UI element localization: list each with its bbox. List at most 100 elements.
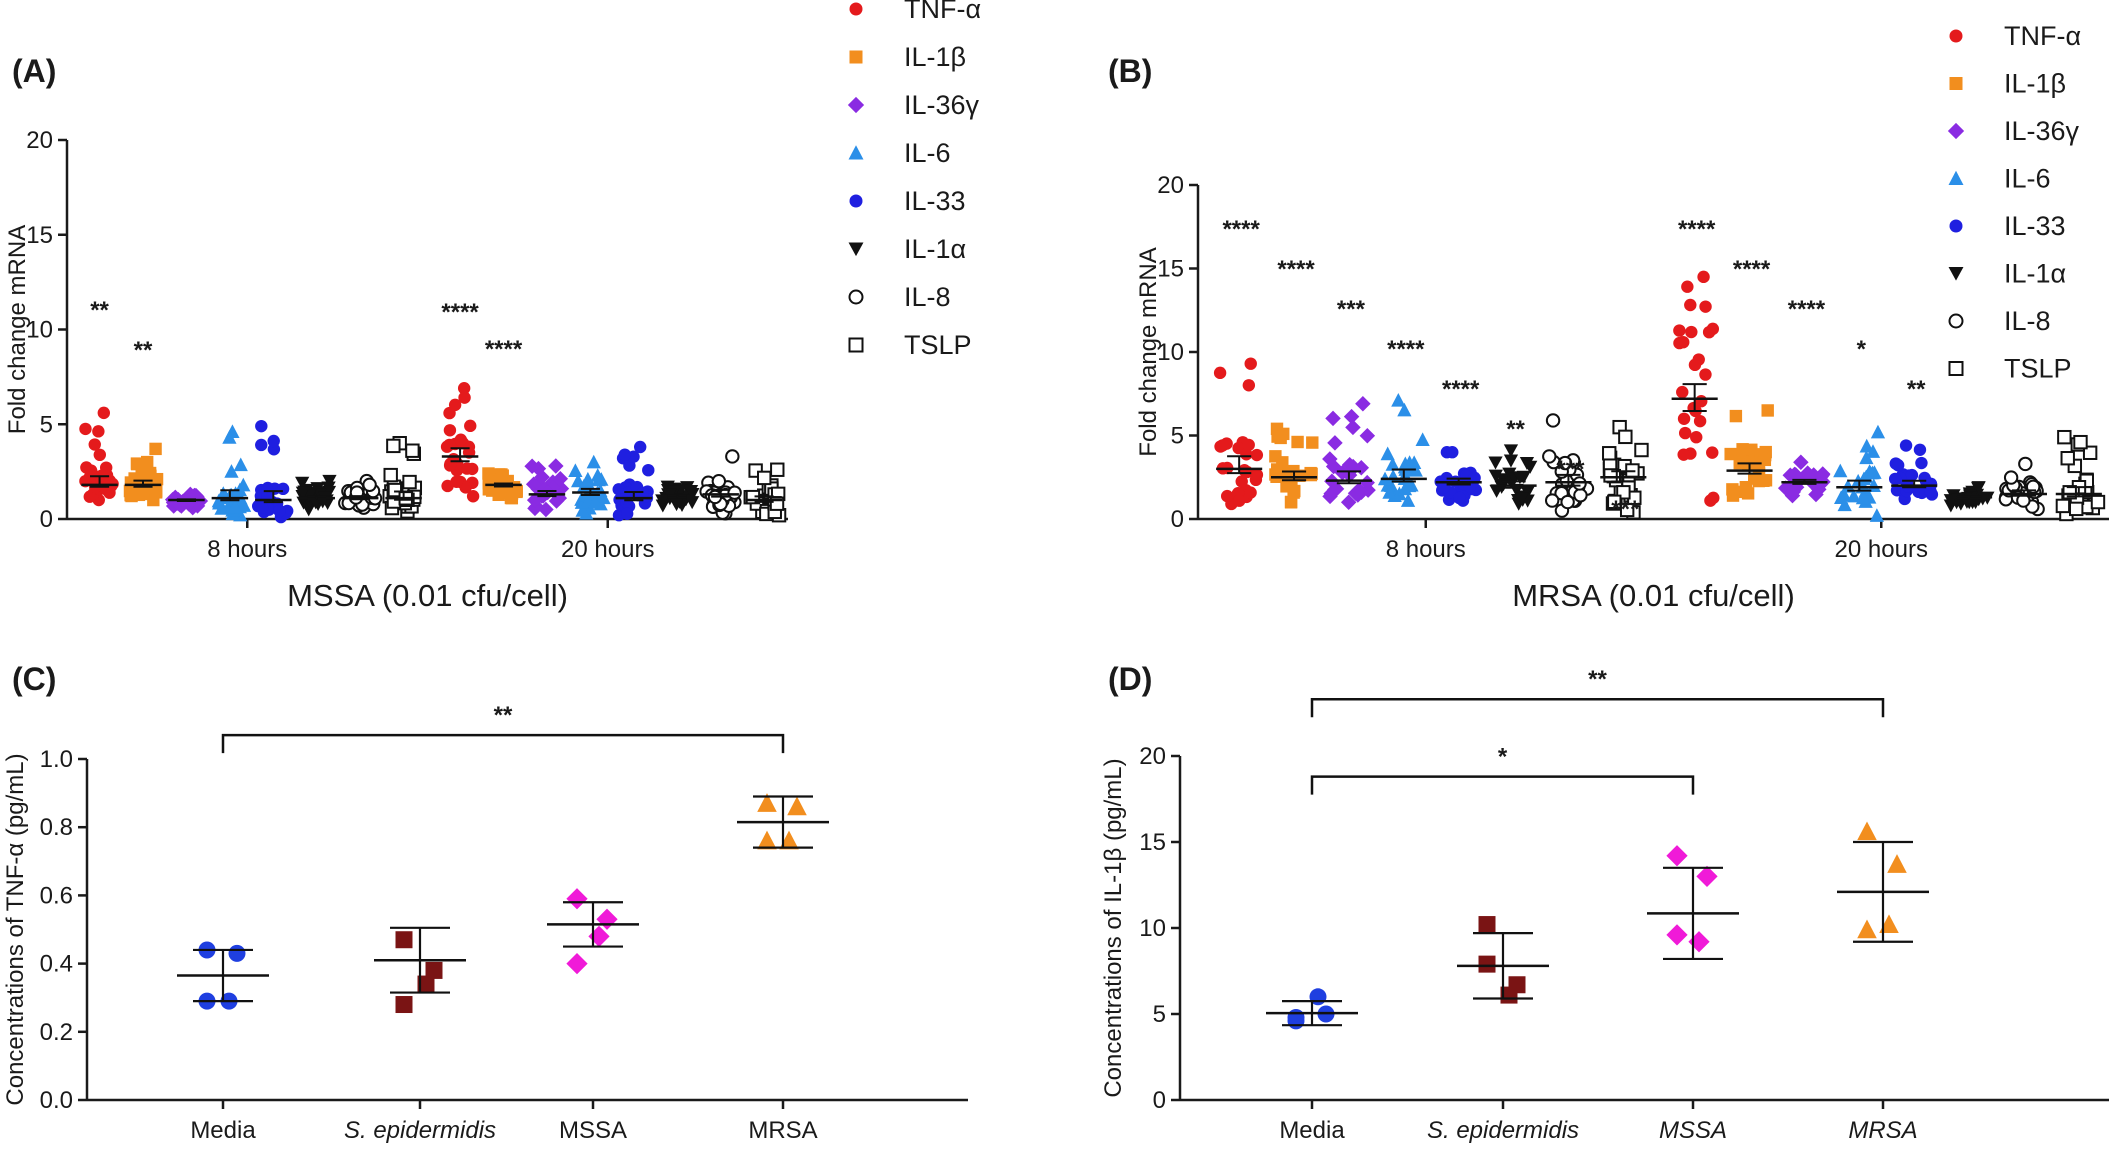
data-point — [92, 425, 105, 438]
data-point — [527, 500, 543, 517]
data-point — [1677, 448, 1690, 461]
legend-label: TSLP — [904, 330, 972, 360]
legend-marker — [848, 337, 864, 353]
data-point — [1544, 493, 1560, 508]
y-tick-label: 0.8 — [40, 814, 73, 841]
data-point — [2057, 429, 2072, 445]
significance-label: * — [1498, 744, 1508, 771]
data-point — [395, 931, 413, 949]
data-point — [757, 830, 777, 850]
legend-label: IL-33 — [2004, 211, 2066, 241]
data-point — [1833, 463, 1848, 478]
data-point — [1345, 419, 1361, 436]
data-point — [590, 468, 605, 482]
data-point — [1971, 482, 1986, 496]
x-group-label: 20 hours — [1835, 536, 1928, 563]
data-point — [444, 457, 457, 471]
data-point — [295, 476, 310, 490]
data-point — [1287, 1008, 1305, 1026]
data-point — [417, 975, 435, 993]
significance-label: **** — [1277, 256, 1315, 283]
y-tick-label: 10 — [1139, 915, 1166, 942]
data-point — [1391, 392, 1406, 407]
significance-label: *** — [1556, 456, 1585, 483]
legend-marker — [848, 289, 864, 305]
data-point — [1690, 431, 1703, 444]
y-tick-label: 0.0 — [40, 1087, 73, 1114]
data-point — [1512, 471, 1528, 485]
legend-label: IL-36γ — [904, 90, 980, 120]
data-point — [1397, 402, 1412, 417]
data-point — [80, 461, 93, 474]
data-point — [130, 457, 144, 470]
data-point — [566, 952, 588, 975]
data-point — [1673, 336, 1686, 350]
data-point — [386, 438, 401, 454]
significance-label: *** — [1337, 296, 1366, 323]
data-point — [1706, 322, 1720, 336]
legend-marker — [847, 96, 865, 114]
significance-label: ** — [1506, 416, 1525, 443]
data-point — [1869, 508, 1885, 522]
data-point — [1327, 435, 1343, 451]
legend-label: TNF-α — [2004, 21, 2081, 51]
data-point — [140, 455, 154, 469]
data-point — [1793, 454, 1809, 470]
legend-marker — [1947, 122, 1965, 140]
data-point — [1787, 467, 1804, 483]
data-point — [273, 504, 286, 518]
data-point — [1478, 916, 1496, 934]
significance-label: ** — [494, 702, 513, 729]
category-label: MSSA — [1659, 1117, 1727, 1144]
data-point — [1401, 478, 1417, 493]
x-axis-title: MRSA (0.01 cfu/cell) — [1512, 578, 1795, 613]
data-point — [454, 433, 468, 446]
data-point — [787, 796, 807, 816]
data-point — [727, 485, 742, 500]
data-point — [1888, 472, 1902, 486]
data-point — [97, 406, 111, 420]
data-point — [443, 424, 457, 437]
legend-marker — [1949, 219, 1963, 233]
legend-marker — [849, 50, 863, 64]
data-point — [1325, 410, 1341, 427]
data-point — [402, 474, 417, 490]
data-point — [1666, 845, 1688, 867]
data-point — [1284, 495, 1298, 509]
data-point — [1271, 430, 1284, 443]
data-point — [1905, 468, 1919, 482]
data-point — [1696, 865, 1718, 888]
data-point — [1359, 474, 1375, 491]
data-point — [387, 482, 403, 498]
y-tick-label: 20 — [1157, 172, 1184, 199]
legend-marker — [849, 2, 863, 16]
data-point — [685, 496, 700, 510]
data-point — [1446, 446, 1459, 459]
data-point — [618, 448, 632, 461]
data-point — [1233, 494, 1246, 507]
data-point — [1340, 494, 1357, 511]
data-point — [79, 422, 92, 436]
data-point — [612, 483, 625, 496]
data-point — [1560, 494, 1575, 510]
data-point — [1837, 497, 1852, 512]
data-point — [83, 490, 96, 503]
y-tick-label: 10 — [26, 317, 53, 344]
data-point — [1699, 300, 1712, 313]
y-axis-label: Fold change mRNA — [1135, 247, 1162, 456]
data-point — [448, 398, 462, 412]
data-point — [1322, 451, 1338, 467]
data-point — [1250, 468, 1264, 481]
data-point — [1887, 854, 1907, 873]
data-point — [149, 442, 162, 456]
data-point — [1859, 438, 1874, 453]
legend-marker — [849, 194, 863, 208]
significance-label: * — [1857, 336, 1867, 363]
legend-label: IL-6 — [904, 138, 951, 168]
data-point — [1890, 484, 1904, 497]
data-point — [757, 793, 777, 812]
significance-label: ** — [134, 337, 153, 364]
y-tick-label: 0.6 — [40, 882, 73, 909]
y-tick-label: 15 — [26, 222, 53, 249]
